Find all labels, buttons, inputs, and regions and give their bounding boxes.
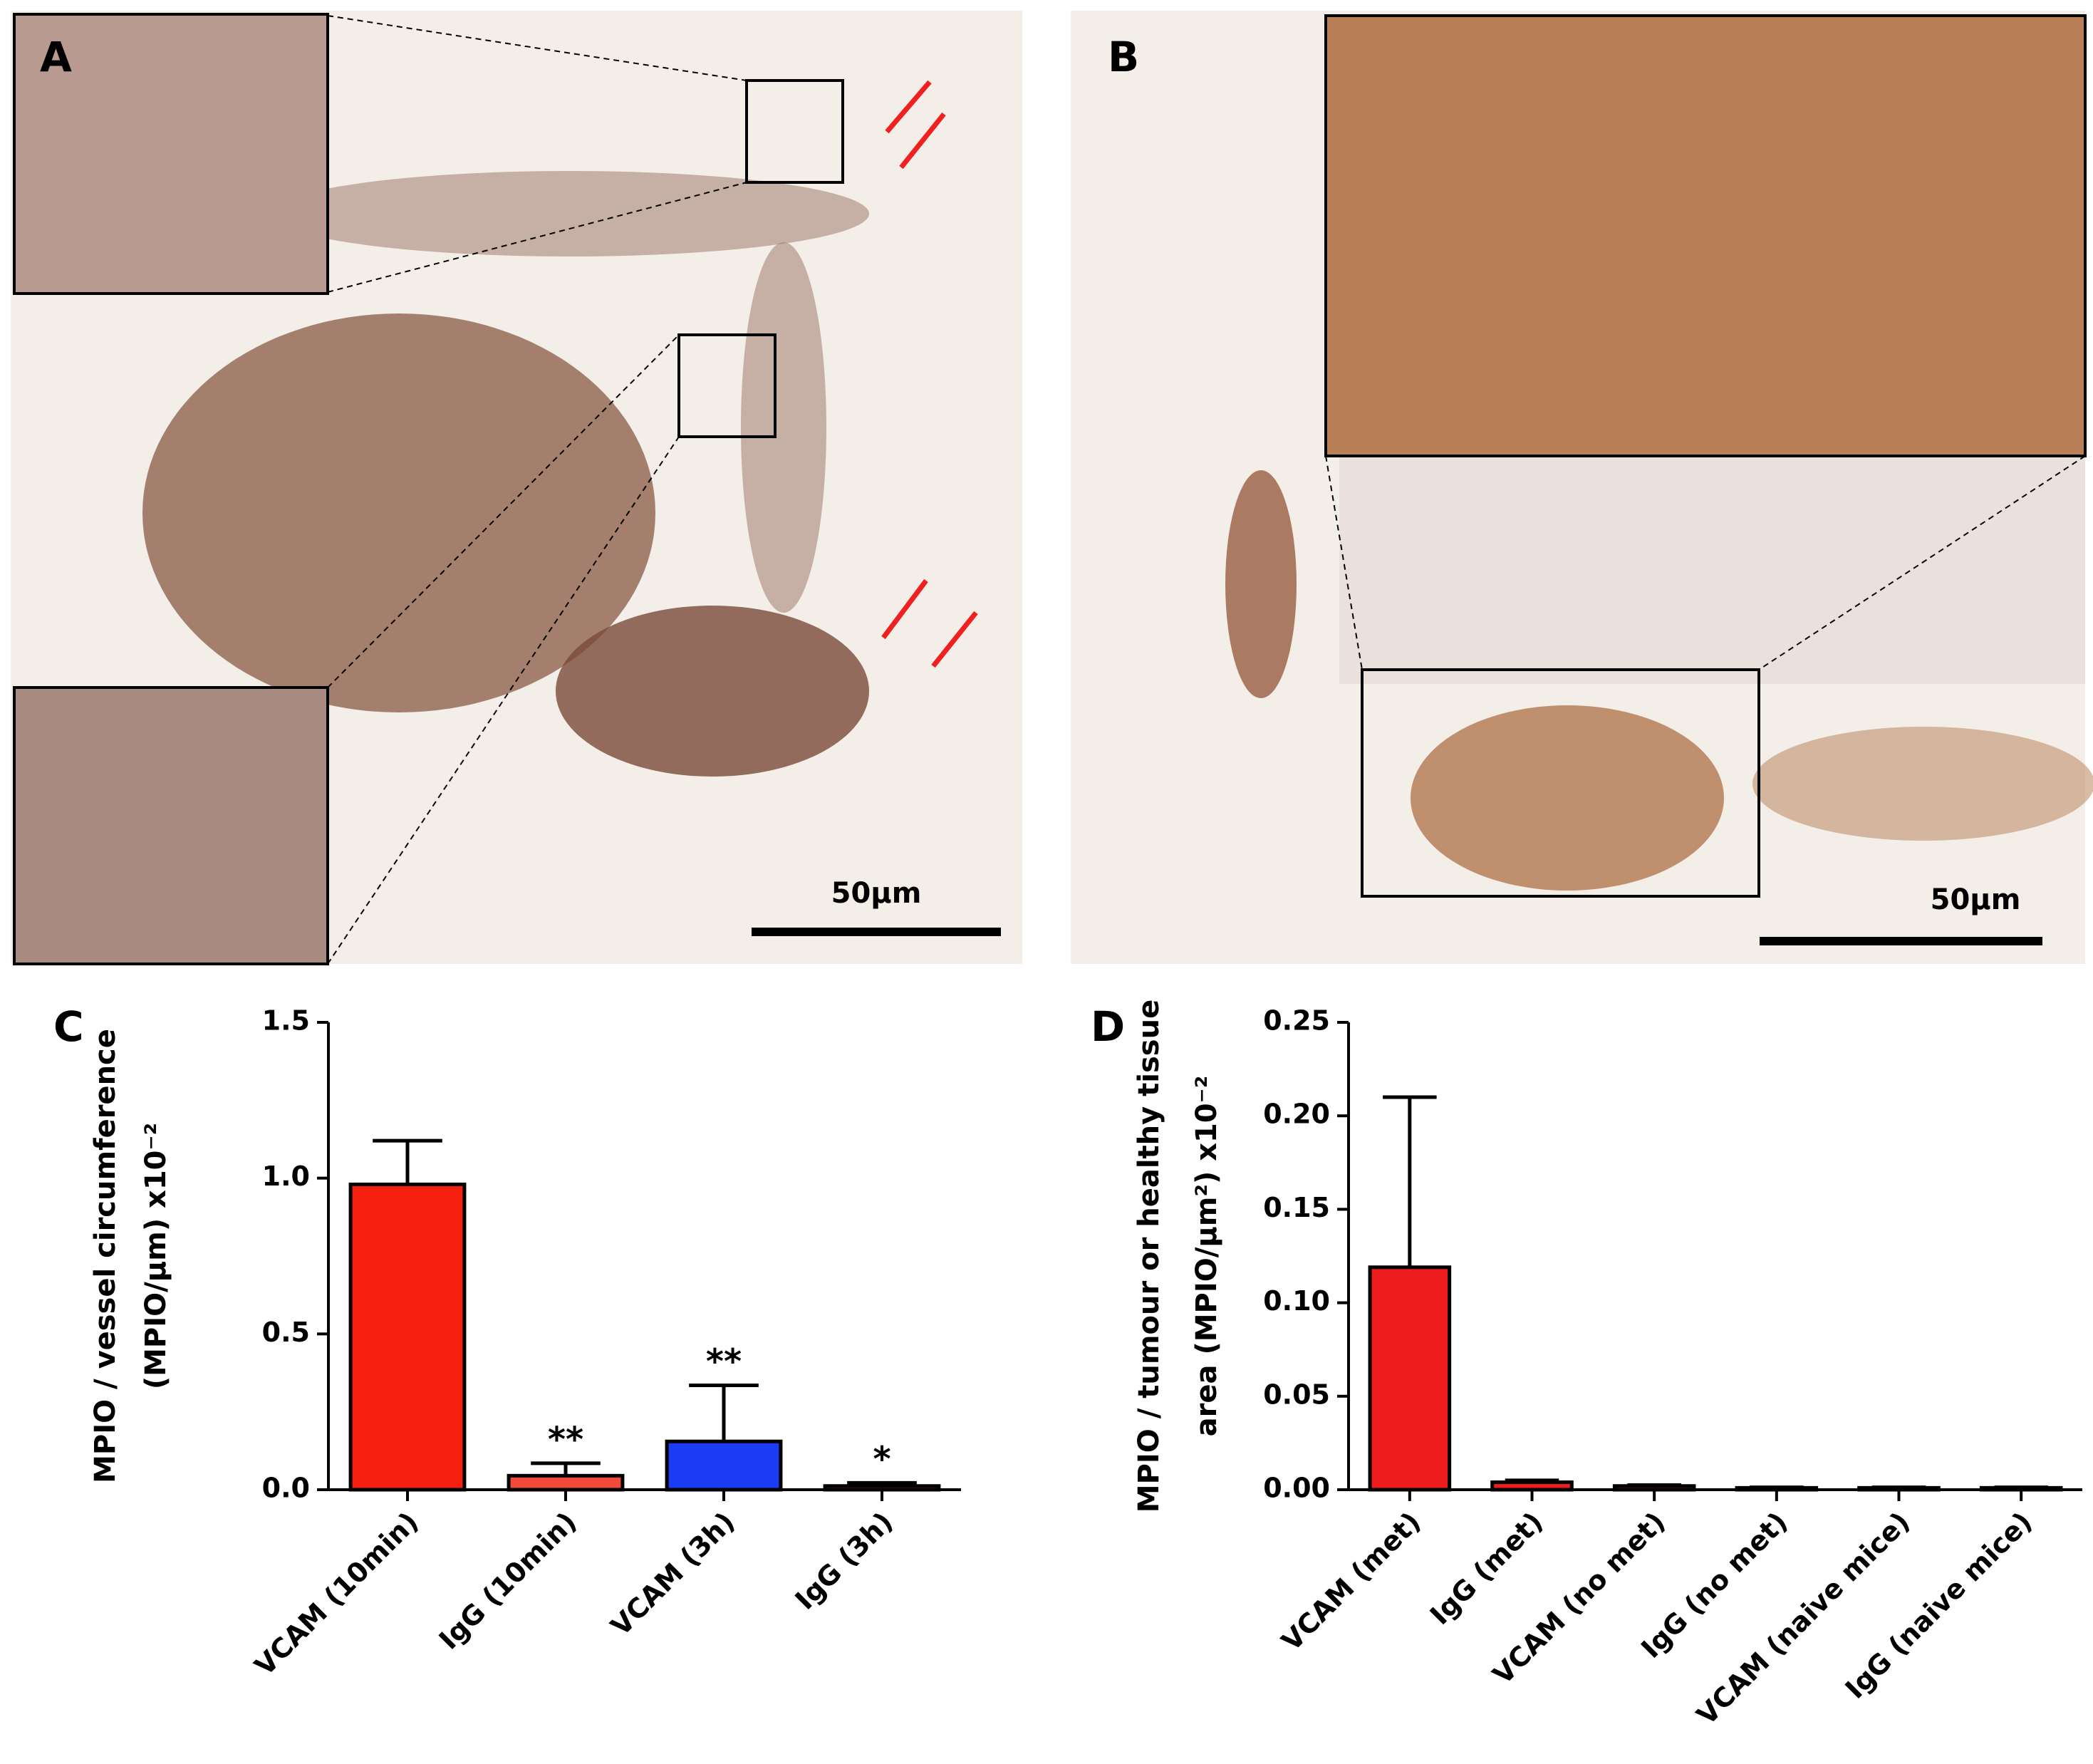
bar (1979, 1485, 2063, 1492)
y-tick-label: 0.15 (1263, 1192, 1330, 1223)
x-tick-label: IgG (met) (1424, 1506, 1549, 1631)
panel-label: C (53, 1002, 84, 1051)
y-axis-label: MPIO / tumour or healthy tissue (1133, 1000, 1165, 1513)
y-tick-label: 0.25 (1263, 1005, 1330, 1037)
bar (1612, 1484, 1696, 1492)
x-tick-label: IgG (10min) (433, 1506, 583, 1656)
bar (1735, 1485, 1819, 1492)
y-tick-label: 0.20 (1263, 1099, 1330, 1130)
bar (1857, 1485, 1941, 1492)
scale-bar-label: 50µm (1931, 883, 2021, 916)
y-tick-label: 1.0 (262, 1161, 310, 1192)
bar (1490, 1480, 1574, 1492)
x-tick-label: VCAM (met) (1275, 1506, 1426, 1657)
significance-label: * (873, 1439, 890, 1479)
y-tick-label: 1.5 (262, 1005, 310, 1037)
y-axis-label: (MPIO/µm) x10⁻² (140, 1123, 172, 1389)
x-tick-label: VCAM (naive mice) (1690, 1506, 1916, 1731)
panel-label: D (1091, 1002, 1125, 1051)
bar (665, 1439, 783, 1492)
y-axis-label: area (MPIO/µm²) x10⁻² (1190, 1076, 1223, 1437)
y-tick-label: 0.00 (1263, 1473, 1330, 1504)
bar (1368, 1265, 1452, 1492)
bar (507, 1473, 625, 1492)
panel-label: B (1108, 33, 1139, 81)
significance-label: ** (706, 1342, 742, 1381)
bar (823, 1484, 941, 1492)
y-tick-label: 0.05 (1263, 1379, 1330, 1410)
y-tick-label: 0.10 (1263, 1285, 1330, 1317)
x-tick-label: IgG (3h) (789, 1506, 899, 1616)
panel-label: A (40, 33, 72, 81)
micrograph-b (1071, 11, 2093, 964)
significance-label: ** (548, 1420, 583, 1460)
scale-bar-label: 50µm (831, 877, 922, 910)
micrograph-a (11, 11, 1022, 965)
x-tick-label: VCAM (10min) (249, 1506, 425, 1682)
bar (348, 1182, 467, 1492)
y-tick-label: 0.5 (262, 1317, 310, 1348)
x-tick-label: VCAM (3h) (605, 1506, 741, 1642)
y-axis-label: MPIO / vessel circumference (89, 1029, 122, 1483)
y-tick-label: 0.0 (262, 1473, 310, 1504)
